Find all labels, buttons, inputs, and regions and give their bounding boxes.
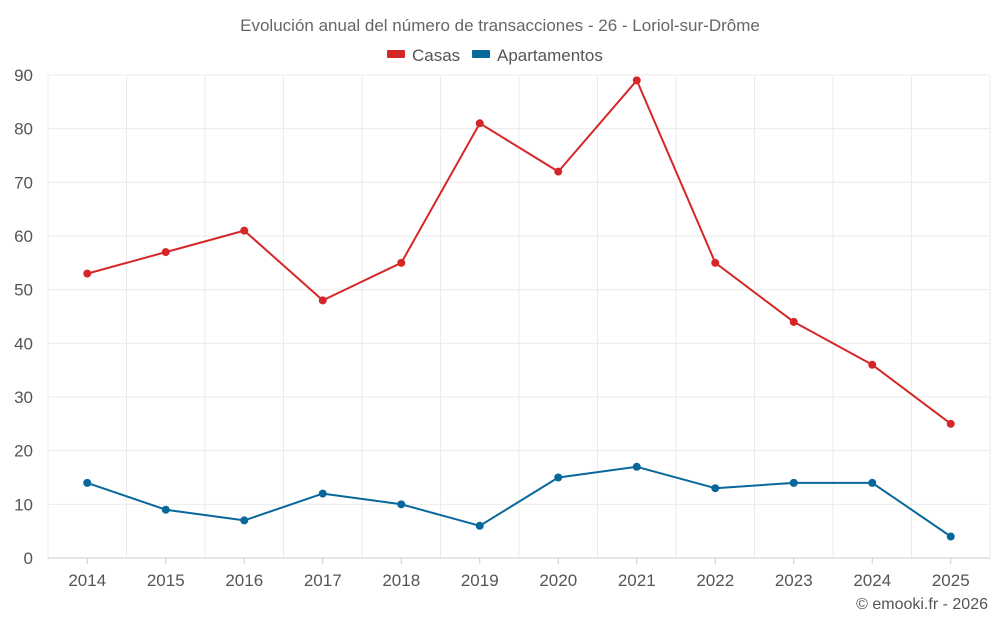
x-tick-label: 2022 [696, 571, 734, 590]
x-tick-label: 2017 [304, 571, 342, 590]
legend-label-apartamentos: Apartamentos [497, 46, 603, 65]
legend-item-casas[interactable]: Casas [387, 46, 460, 65]
series-line-apartamentos [86, 465, 952, 538]
data-point-apartamentos[interactable] [475, 521, 484, 530]
y-tick-label: 60 [14, 227, 33, 246]
y-tick-label: 40 [14, 334, 33, 353]
x-tick-label: 2024 [853, 571, 891, 590]
data-point-apartamentos[interactable] [789, 478, 798, 487]
data-point-apartamentos[interactable] [554, 473, 563, 482]
data-point-apartamentos[interactable] [318, 489, 327, 498]
data-point-casas[interactable] [632, 76, 641, 85]
x-tick-label: 2025 [932, 571, 970, 590]
x-tick-label: 2023 [775, 571, 813, 590]
data-point-casas[interactable] [946, 419, 955, 428]
x-tick-label: 2015 [147, 571, 185, 590]
legend: Casas Apartamentos [387, 46, 603, 65]
data-point-casas[interactable] [161, 248, 170, 257]
y-tick-label: 80 [14, 120, 33, 139]
data-point-casas[interactable] [554, 167, 563, 176]
data-point-casas[interactable] [868, 360, 877, 369]
data-point-casas[interactable] [397, 258, 406, 267]
grid [47, 74, 991, 558]
data-point-casas[interactable] [318, 296, 327, 305]
data-point-apartamentos[interactable] [711, 484, 720, 493]
data-point-apartamentos[interactable] [397, 500, 406, 509]
legend-label-casas: Casas [412, 46, 460, 65]
data-point-apartamentos[interactable] [632, 462, 641, 471]
y-tick-label: 70 [14, 173, 33, 192]
legend-swatch-casas [387, 50, 405, 58]
y-tick-label: 10 [14, 495, 33, 514]
y-tick-label: 0 [24, 549, 33, 568]
legend-item-apartamentos[interactable]: Apartamentos [472, 46, 603, 65]
chart-title: Evolución anual del número de transaccio… [240, 16, 760, 35]
data-point-apartamentos[interactable] [83, 478, 92, 487]
series [83, 76, 955, 541]
credit-text: © emooki.fr - 2026 [856, 596, 988, 613]
y-tick-label: 30 [14, 388, 33, 407]
series-line-casas [87, 79, 952, 425]
legend-swatch-apartamentos [472, 50, 490, 58]
x-tick-label: 2019 [461, 571, 499, 590]
data-point-apartamentos[interactable] [240, 516, 249, 525]
data-point-casas[interactable] [83, 269, 92, 278]
x-tick-label: 2014 [68, 571, 106, 590]
y-tick-label: 20 [14, 442, 33, 461]
y-tick-label: 50 [14, 281, 33, 300]
data-point-apartamentos[interactable] [161, 505, 170, 514]
data-point-casas[interactable] [789, 317, 798, 326]
axes: 0 10 20 30 40 50 60 70 80 90 2014 2015 2016 2017 2018 2… [14, 66, 990, 590]
x-tick-label: 2016 [225, 571, 263, 590]
x-tick-label: 2021 [618, 571, 656, 590]
y-tick-label: 90 [14, 66, 33, 85]
x-tick-label: 2018 [382, 571, 420, 590]
data-point-apartamentos[interactable] [868, 478, 877, 487]
data-point-apartamentos[interactable] [946, 532, 955, 541]
data-point-casas[interactable] [475, 119, 484, 128]
x-tick-label: 2020 [539, 571, 577, 590]
data-point-casas[interactable] [711, 258, 720, 267]
data-point-casas[interactable] [240, 226, 249, 235]
